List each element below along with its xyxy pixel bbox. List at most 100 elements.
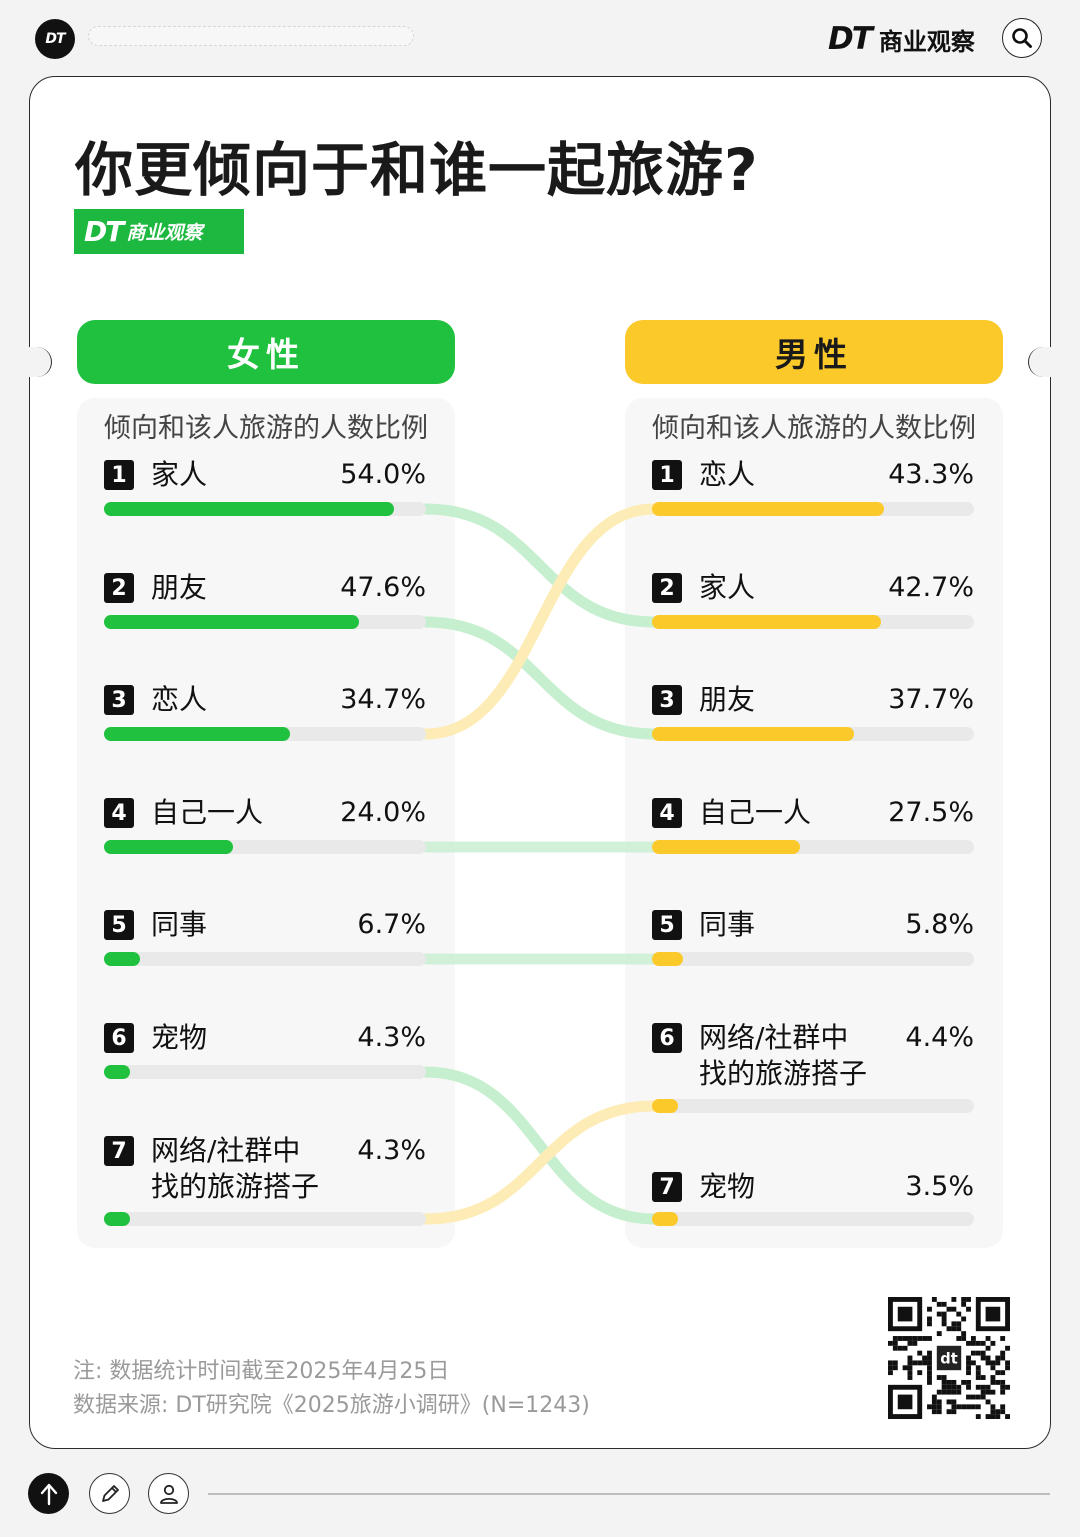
qr-module	[1005, 1414, 1010, 1419]
qr-module	[946, 1384, 952, 1390]
flow-line	[420, 503, 660, 628]
scroll-top-button[interactable]	[28, 1473, 69, 1514]
user-icon	[159, 1484, 178, 1504]
qr-module	[1000, 1379, 1006, 1385]
female-value-label: 54.0%	[340, 459, 426, 490]
qr-module	[966, 1360, 971, 1366]
qr-module	[995, 1360, 1001, 1366]
pencil-icon	[101, 1484, 119, 1502]
qr-module	[995, 1414, 1001, 1419]
male-rank-7: 7	[652, 1172, 682, 1202]
qr-module	[917, 1370, 923, 1376]
qr-module	[980, 1355, 986, 1361]
qr-module	[951, 1297, 957, 1302]
male-value-label: 37.7%	[888, 684, 974, 715]
qr-module	[990, 1414, 996, 1419]
male-bar-track	[652, 840, 974, 854]
male-bar-track	[652, 1099, 974, 1113]
qr-module	[975, 1340, 981, 1346]
qr-module	[985, 1345, 991, 1351]
qr-module	[995, 1355, 1001, 1361]
qr-module	[907, 1365, 913, 1371]
qr-module	[888, 1340, 893, 1346]
profile-button[interactable]	[148, 1473, 189, 1514]
qr-module	[951, 1399, 957, 1405]
flow-line	[420, 503, 660, 740]
qr-module	[951, 1409, 957, 1415]
qr-module	[941, 1384, 947, 1390]
qr-module	[922, 1355, 928, 1361]
qr-module	[975, 1414, 981, 1419]
qr-module	[946, 1399, 952, 1405]
qr-code-icon[interactable]: dt	[888, 1297, 1010, 1419]
qr-module	[936, 1389, 942, 1395]
qr-module	[931, 1394, 937, 1400]
male-category-label-line: 网络/社群中	[699, 1021, 849, 1054]
qr-module	[1005, 1345, 1010, 1351]
qr-module	[956, 1321, 962, 1327]
search-button[interactable]	[1002, 18, 1042, 58]
qr-module	[980, 1394, 986, 1400]
male-bar	[652, 502, 885, 516]
qr-module	[1005, 1365, 1010, 1371]
female-bar-track	[104, 952, 426, 966]
male-header: 男性	[625, 320, 1003, 384]
female-bar-track	[104, 1212, 426, 1226]
qr-module	[970, 1336, 976, 1341]
qr-module	[931, 1404, 937, 1410]
flow-line	[420, 616, 660, 740]
qr-module	[990, 1389, 996, 1395]
qr-module	[956, 1389, 962, 1395]
female-rank-5: 5	[104, 910, 134, 940]
male-rank-1: 1	[652, 460, 682, 490]
qr-module	[995, 1379, 1001, 1385]
qr-module	[936, 1301, 942, 1307]
qr-module	[888, 1370, 893, 1376]
qr-module	[980, 1384, 986, 1390]
qr-module	[956, 1326, 962, 1332]
qr-module	[966, 1297, 971, 1302]
qr-module	[907, 1355, 913, 1361]
qr-module	[951, 1306, 957, 1312]
qr-module	[990, 1360, 996, 1366]
qr-module	[888, 1360, 893, 1366]
edit-button[interactable]	[89, 1473, 130, 1514]
qr-module	[1000, 1384, 1006, 1390]
qr-module	[966, 1365, 971, 1371]
qr-module	[936, 1399, 942, 1405]
qr-module	[966, 1404, 971, 1410]
female-value-label: 34.7%	[340, 684, 426, 715]
qr-module	[917, 1336, 923, 1341]
qr-module	[1005, 1360, 1010, 1366]
qr-module	[912, 1336, 918, 1341]
female-subtitle: 倾向和该人旅游的人数比例	[104, 413, 428, 444]
female-bar	[104, 952, 140, 966]
qr-module	[1000, 1336, 1006, 1341]
female-category-label: 宠物	[151, 1021, 208, 1054]
qr-module	[941, 1316, 947, 1322]
female-category-label-line: 网络/社群中	[151, 1134, 301, 1167]
qr-module	[936, 1331, 942, 1337]
address-pill[interactable]	[88, 26, 414, 46]
qr-module	[936, 1375, 942, 1380]
male-value-label: 43.3%	[888, 459, 974, 490]
male-category-label: 网络/社群中 找的旅游搭子	[699, 1020, 867, 1092]
female-bar	[104, 1212, 130, 1226]
qr-module	[1000, 1389, 1006, 1395]
badge-cn: 商业观察	[126, 222, 203, 244]
qr-module	[892, 1345, 898, 1351]
flow-line	[420, 1100, 660, 1225]
qr-module	[946, 1409, 952, 1415]
male-value-label: 5.8%	[905, 909, 974, 940]
qr-module	[990, 1404, 996, 1410]
dt-badge: DT 商业观察	[74, 209, 244, 254]
qr-center-label: dt	[940, 1350, 957, 1367]
male-bar	[652, 727, 855, 741]
qr-module	[966, 1340, 971, 1346]
female-bar-track	[104, 840, 426, 854]
female-category-label-line: 找的旅游搭子	[151, 1170, 320, 1203]
dt-logo-icon[interactable]: DT	[35, 19, 75, 59]
female-category-label: 朋友	[151, 571, 208, 604]
male-bar-track	[652, 615, 974, 629]
female-category-label: 网络/社群中 找的旅游搭子	[151, 1133, 319, 1205]
